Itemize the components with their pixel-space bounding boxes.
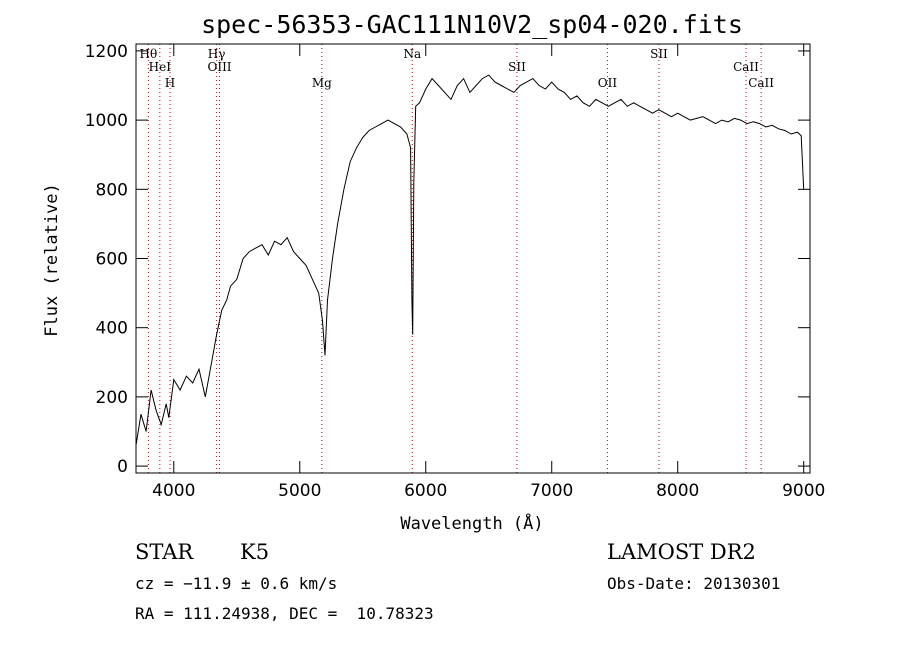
survey-name: LAMOST DR2 [607, 540, 756, 564]
spectral-line-label: Hγ [208, 47, 226, 61]
plot-frame [135, 43, 811, 474]
spectral-line-label: OII [598, 76, 618, 90]
y-tick-label: 0 [117, 457, 128, 477]
redshift-info: cz = −11.9 ± 0.6 km/s [135, 574, 338, 593]
spectral-line-label: CaII [733, 60, 759, 74]
y-tick-label: 1200 [85, 42, 128, 62]
y-tick-label: 1000 [85, 111, 128, 131]
chart-title: spec-56353-GAC111N10V2_sp04-020.fits [201, 10, 743, 39]
y-tick-label: 400 [96, 319, 128, 339]
spectral-line-label: HeI [149, 60, 172, 74]
x-tick-label: 6000 [404, 481, 447, 501]
spectral-line-label: Mg [312, 76, 332, 90]
object-subclass: K5 [240, 540, 270, 564]
spectral-line-label: CaII [748, 76, 774, 90]
axis-ticks: 4000 5000 6000 7000 8000 9000 0 200 400 600 800 100… [85, 42, 826, 501]
spectral-line-label: Na [403, 47, 421, 61]
spectrum-series-line [135, 74, 805, 446]
spectral-line-label: Hθ [139, 47, 157, 61]
x-tick-label: 5000 [278, 481, 321, 501]
spectral-line-label: SII [650, 47, 668, 61]
coordinates-info: RA = 111.24938, DEC = 10.78323 [135, 604, 434, 623]
x-tick-label: 7000 [530, 481, 573, 501]
y-tick-label: 800 [96, 180, 128, 200]
object-class: STAR [135, 540, 194, 564]
spectral-line-label: H [165, 76, 175, 90]
series-layer [135, 74, 805, 446]
y-tick-label: 600 [96, 250, 128, 270]
spectral-line-label: SII [508, 60, 526, 74]
x-tick-label: 4000 [152, 481, 195, 501]
spectral-line-label: OIII [207, 60, 231, 74]
y-axis-label: Flux (relative) [42, 183, 62, 337]
x-axis-label: Wavelength (Å) [400, 512, 543, 534]
y-tick-label: 200 [96, 388, 128, 408]
x-tick-label: 9000 [782, 481, 825, 501]
observation-date: Obs-Date: 20130301 [607, 574, 781, 593]
x-tick-label: 8000 [656, 481, 699, 501]
